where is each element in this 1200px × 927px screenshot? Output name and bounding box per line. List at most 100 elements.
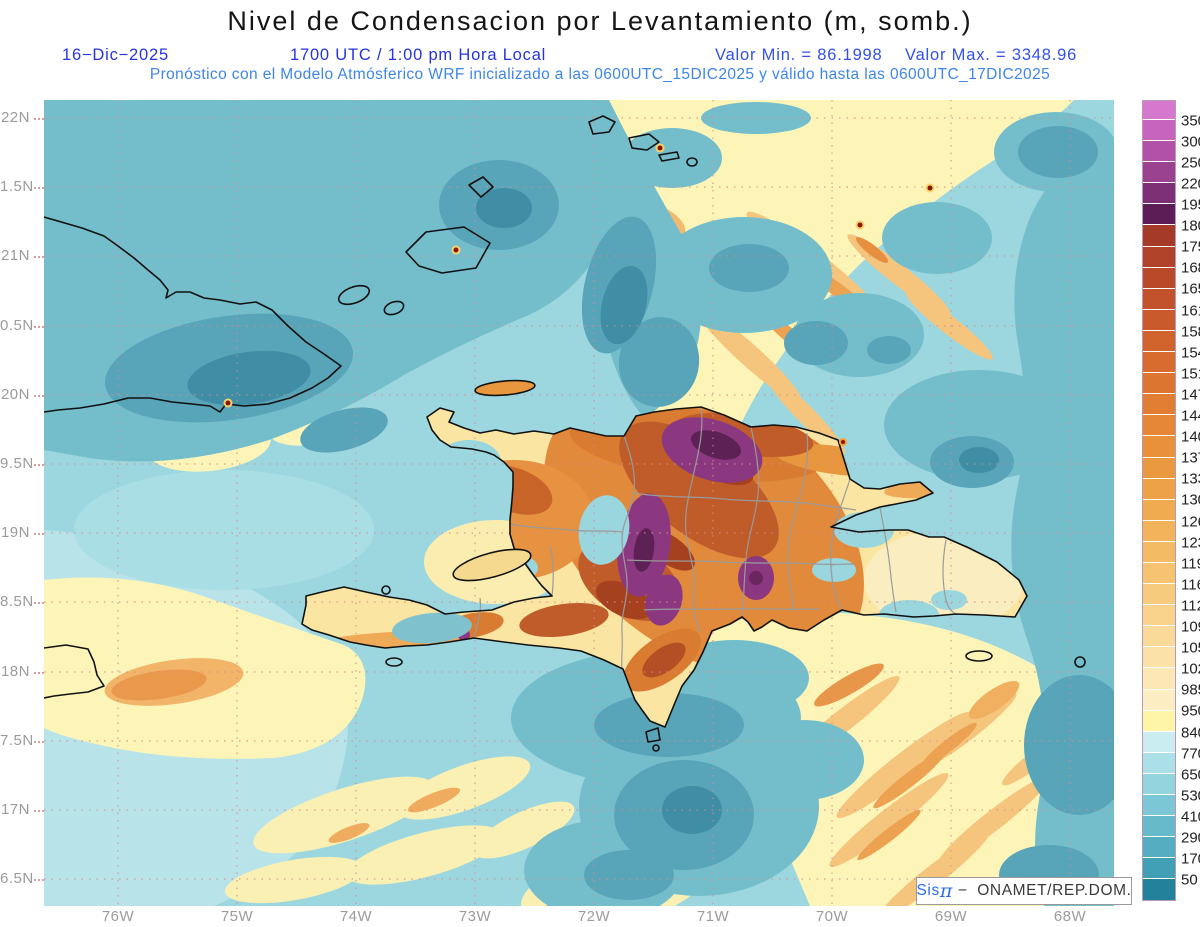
colorbar-segment <box>1143 752 1175 774</box>
colorbar-segment <box>1143 541 1175 563</box>
colorbar-tick-label: 1335 <box>1181 470 1200 488</box>
colorbar-tick-label: 1020 <box>1181 660 1200 678</box>
jamaica-coast <box>44 644 105 699</box>
colorbar-tick-label: 1510 <box>1181 365 1200 383</box>
colorbar-tick-label: 1195 <box>1181 555 1200 573</box>
x-tick-label: 75W <box>220 908 254 925</box>
colorbar-segment <box>1143 183 1175 205</box>
y-tick-label: 17N <box>0 801 44 818</box>
peak-specks <box>223 143 935 446</box>
y-tick-label: 7.5N <box>0 732 44 749</box>
little-inagua <box>468 176 494 198</box>
y-tick-label: 19N <box>0 524 44 541</box>
colorbar-tick-label: 985 <box>1181 681 1200 699</box>
x-tick-label: 68W <box>1053 908 1087 925</box>
colorbar-segment <box>1143 394 1175 416</box>
colorbar-tick-label: 2500 <box>1181 154 1200 172</box>
colorbar-tick-label: 1125 <box>1181 597 1200 615</box>
colorbar-segment <box>1143 141 1175 163</box>
colorbar-segment <box>1143 246 1175 268</box>
saona-island <box>965 650 993 662</box>
colorbar-tick-label: 1475 <box>1181 386 1200 404</box>
colorbar-segment <box>1143 288 1175 310</box>
coastlines <box>44 115 1086 752</box>
admin-boundaries <box>473 406 957 669</box>
colorbar-segment <box>1143 605 1175 627</box>
colorbar-tick-label: 1950 <box>1181 196 1200 214</box>
colorbar-tick-label: 1160 <box>1181 576 1200 594</box>
colorbar-segment <box>1143 562 1175 585</box>
colorbar-tick-label: 3500 <box>1181 112 1200 130</box>
colorbar-segment <box>1143 267 1175 289</box>
colorbar-tick-label: 1055 <box>1181 639 1200 657</box>
colorbar-tick-label: 50 <box>1181 871 1198 889</box>
caicos-1 <box>588 115 616 135</box>
attribution-text: − ONAMET/REP.DOM. <box>952 882 1132 899</box>
colorbar-segment <box>1143 773 1175 795</box>
colorbar-segment <box>1143 478 1175 500</box>
map-canvas <box>44 100 1114 906</box>
windward-cay-2 <box>383 300 405 316</box>
colorbar-segment <box>1143 162 1175 184</box>
colorbar-segment <box>1143 626 1175 648</box>
colorbar-segment <box>1143 668 1175 690</box>
windward-cay-1 <box>337 284 371 306</box>
colorbar-tick-label: 1440 <box>1181 407 1200 425</box>
caicos-3 <box>658 151 680 162</box>
x-tick-label: 72W <box>577 908 611 925</box>
y-tick-label: 0.5N <box>0 317 44 334</box>
colorbar-segment <box>1143 415 1175 437</box>
hispaniola-coast <box>301 406 1028 728</box>
x-tick-label: 70W <box>815 908 849 925</box>
colorbar-segment <box>1143 795 1175 817</box>
y-tick-label: 18N <box>0 663 44 680</box>
colorbar <box>1142 100 1176 902</box>
colorbar-segment <box>1143 436 1175 458</box>
colorbar-tick-label: 290 <box>1181 829 1200 847</box>
brand-sis: Sis <box>916 882 940 899</box>
colorbar-segment <box>1143 499 1175 521</box>
colorbar-segment <box>1143 710 1175 732</box>
model-info-line: Pronóstico con el Modelo Atmósferico WRF… <box>149 66 1051 83</box>
caicos-4 <box>686 157 698 167</box>
mona-island <box>1074 656 1086 668</box>
page-title: Nivel de Condensacion por Levantamiento … <box>227 6 973 36</box>
colorbar-tick-label: 1090 <box>1181 618 1200 636</box>
colorbar-segment <box>1143 120 1175 142</box>
attribution-box: Sis π − ONAMET/REP.DOM. <box>916 877 1132 905</box>
colorbar-tick-label: 840 <box>1181 724 1200 741</box>
gonave-island <box>452 548 532 582</box>
colorbar-tick-label: 1650 <box>1181 280 1200 298</box>
y-tick-label: 22N <box>0 109 44 126</box>
tortue-island <box>474 379 536 397</box>
cayemites <box>381 585 391 595</box>
colorbar-segment <box>1143 225 1175 247</box>
colorbar-tick-label: 650 <box>1181 766 1200 784</box>
colorbar-segment <box>1143 520 1175 542</box>
colorbar-segment <box>1143 309 1175 331</box>
x-tick-label: 74W <box>339 908 373 925</box>
colorbar-tick-label: 1370 <box>1181 449 1200 467</box>
colorbar-tick-label: 530 <box>1181 787 1200 805</box>
colorbar-tick-label: 2200 <box>1181 175 1200 193</box>
colorbar-tick-label: 1545 <box>1181 344 1200 362</box>
valid-date: 16−Dic−2025 <box>62 46 169 64</box>
colorbar-tick-label: 1265 <box>1181 513 1200 530</box>
x-tick-label: 76W <box>101 908 135 925</box>
pi-logo-icon: π <box>939 879 953 902</box>
colorbar-tick-label: 170 <box>1181 850 1200 868</box>
colorbar-segment <box>1143 731 1175 753</box>
colorbar-tick-label: 3000 <box>1181 133 1200 151</box>
cuba-coast <box>44 216 342 413</box>
y-tick-label: 6.5N <box>0 870 44 887</box>
ile-a-vache <box>385 657 403 667</box>
colorbar-tick-label: 1580 <box>1181 323 1200 341</box>
colorbar-segment <box>1143 373 1175 395</box>
y-tick-label: 20N <box>0 386 44 403</box>
colorbar-segment <box>1143 584 1175 606</box>
caicos-2 <box>628 133 660 151</box>
x-tick-label: 71W <box>696 908 730 925</box>
colorbar-tick-label: 1230 <box>1181 534 1200 552</box>
y-tick-label: 1.5N <box>0 178 44 195</box>
